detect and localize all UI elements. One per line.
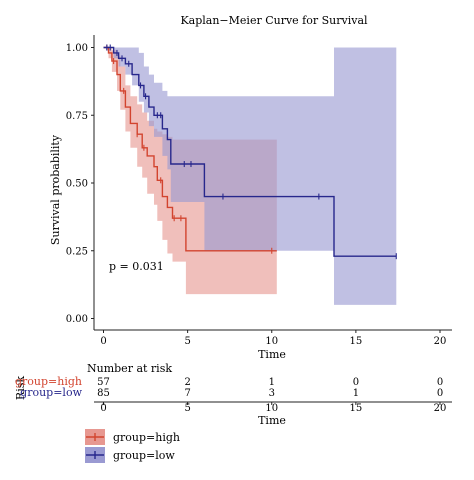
risk-row-label-high: group=high bbox=[15, 375, 82, 388]
risk-row-label-low: group=low bbox=[20, 386, 82, 399]
y-tick-label: 0.00 bbox=[66, 314, 88, 325]
legend: group=high group=low bbox=[85, 429, 180, 463]
risk-x-tick-label: 15 bbox=[350, 403, 363, 414]
chart-title: Kaplan−Meier Curve for Survival bbox=[180, 14, 368, 27]
y-tick-label: 0.75 bbox=[66, 111, 88, 122]
y-tick-label: 0.25 bbox=[66, 246, 88, 257]
risk-x-tick-label: 20 bbox=[434, 403, 447, 414]
risk-count-high: 0 bbox=[353, 377, 359, 388]
x-tick-label: 10 bbox=[265, 336, 278, 347]
risk-count-high: 0 bbox=[437, 377, 443, 388]
risk-count-high: 1 bbox=[269, 377, 275, 388]
legend-label-high: group=high bbox=[113, 431, 180, 444]
confidence-band-low bbox=[103, 47, 397, 305]
risk-table-y-label: Risk bbox=[14, 376, 27, 400]
risk-count-high: 57 bbox=[97, 377, 110, 388]
legend-label-low: group=low bbox=[113, 449, 175, 462]
x-tick-label: 5 bbox=[184, 336, 190, 347]
risk-x-tick-label: 10 bbox=[265, 403, 278, 414]
risk-count-low: 85 bbox=[97, 388, 110, 399]
x-axis-label: Time bbox=[258, 348, 286, 361]
km-plot-area: 0.00 0.25 0.50 0.75 1.00 0 5 10 15 20 bbox=[66, 35, 452, 347]
risk-table-x-label: Time bbox=[258, 414, 286, 427]
x-tick-label: 20 bbox=[434, 336, 447, 347]
y-axis-label: Survival probability bbox=[49, 134, 62, 245]
risk-count-low: 3 bbox=[269, 388, 275, 399]
y-tick-label: 1.00 bbox=[66, 43, 88, 54]
survival-line-low bbox=[103, 46, 397, 257]
risk-count-high: 2 bbox=[184, 377, 190, 388]
risk-table-title: Number at risk bbox=[87, 362, 172, 375]
x-tick-label: 0 bbox=[100, 336, 106, 347]
risk-x-tick-label: 5 bbox=[184, 403, 190, 414]
risk-x-tick-label: 0 bbox=[100, 403, 106, 414]
risk-count-low: 0 bbox=[437, 388, 443, 399]
survival-line-high bbox=[103, 46, 277, 252]
y-tick-label: 0.50 bbox=[66, 179, 88, 190]
x-tick-label: 15 bbox=[350, 336, 363, 347]
p-value-annotation: p = 0.031 bbox=[109, 260, 164, 273]
risk-count-low: 1 bbox=[353, 388, 359, 399]
risk-count-low: 7 bbox=[184, 388, 190, 399]
